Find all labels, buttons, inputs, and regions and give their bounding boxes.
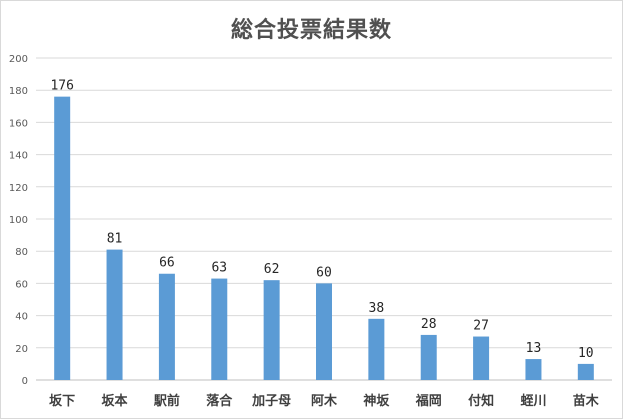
category-label: 坂本 bbox=[102, 393, 128, 409]
data-label: 60 bbox=[316, 265, 332, 280]
data-label: 62 bbox=[264, 262, 280, 277]
y-tick-label: 180 bbox=[9, 86, 28, 97]
chart-title: 総合投票結果数 bbox=[230, 18, 392, 43]
data-label: 63 bbox=[211, 261, 227, 276]
category-label: 阿木 bbox=[311, 393, 338, 409]
category-label: 坂下 bbox=[49, 393, 75, 409]
category-labels: 坂下 坂本 駅前 落合 加子母 阿木 神坂 福岡 付知 蛭川 苗木 bbox=[49, 393, 600, 409]
bar bbox=[473, 336, 490, 380]
data-label: 176 bbox=[50, 79, 73, 94]
y-tick-label: 200 bbox=[9, 54, 28, 65]
y-tick-label: 100 bbox=[9, 215, 28, 226]
y-tick-label: 160 bbox=[9, 118, 28, 129]
data-labels: 176 81 66 63 62 60 38 28 27 13 10 bbox=[50, 79, 593, 361]
category-label: 福岡 bbox=[415, 393, 442, 409]
y-axis-ticks: 0 20 40 60 80 100 120 140 160 180 200 bbox=[9, 54, 28, 387]
y-tick-label: 40 bbox=[15, 312, 28, 323]
bar bbox=[263, 280, 280, 380]
category-label: 加子母 bbox=[251, 394, 291, 409]
data-label: 81 bbox=[107, 232, 123, 247]
bar bbox=[54, 96, 71, 380]
data-label: 66 bbox=[159, 256, 175, 271]
category-label: 落合 bbox=[206, 393, 233, 409]
data-label: 28 bbox=[421, 317, 437, 332]
bar bbox=[420, 334, 437, 380]
bar bbox=[525, 359, 542, 380]
category-label: 苗木 bbox=[573, 393, 600, 409]
bar bbox=[106, 249, 123, 380]
bar bbox=[211, 278, 228, 380]
category-label: 付知 bbox=[468, 393, 494, 409]
data-label: 27 bbox=[473, 319, 489, 334]
bar bbox=[158, 273, 175, 380]
y-tick-label: 140 bbox=[9, 151, 28, 162]
data-label: 13 bbox=[526, 341, 542, 356]
bars bbox=[54, 96, 594, 380]
y-tick-label: 80 bbox=[15, 247, 28, 258]
data-label: 10 bbox=[578, 346, 594, 361]
bar bbox=[577, 363, 594, 380]
y-tick-label: 20 bbox=[15, 344, 28, 355]
y-tick-label: 0 bbox=[22, 376, 28, 387]
bar bbox=[316, 283, 332, 380]
category-label: 駅前 bbox=[153, 393, 180, 409]
data-label: 38 bbox=[369, 301, 385, 316]
gridlines bbox=[36, 57, 612, 381]
y-tick-label: 120 bbox=[9, 183, 28, 194]
category-label: 蛭川 bbox=[520, 393, 546, 409]
y-tick-label: 60 bbox=[15, 279, 28, 290]
category-label: 神坂 bbox=[363, 393, 390, 409]
bar bbox=[368, 318, 385, 380]
